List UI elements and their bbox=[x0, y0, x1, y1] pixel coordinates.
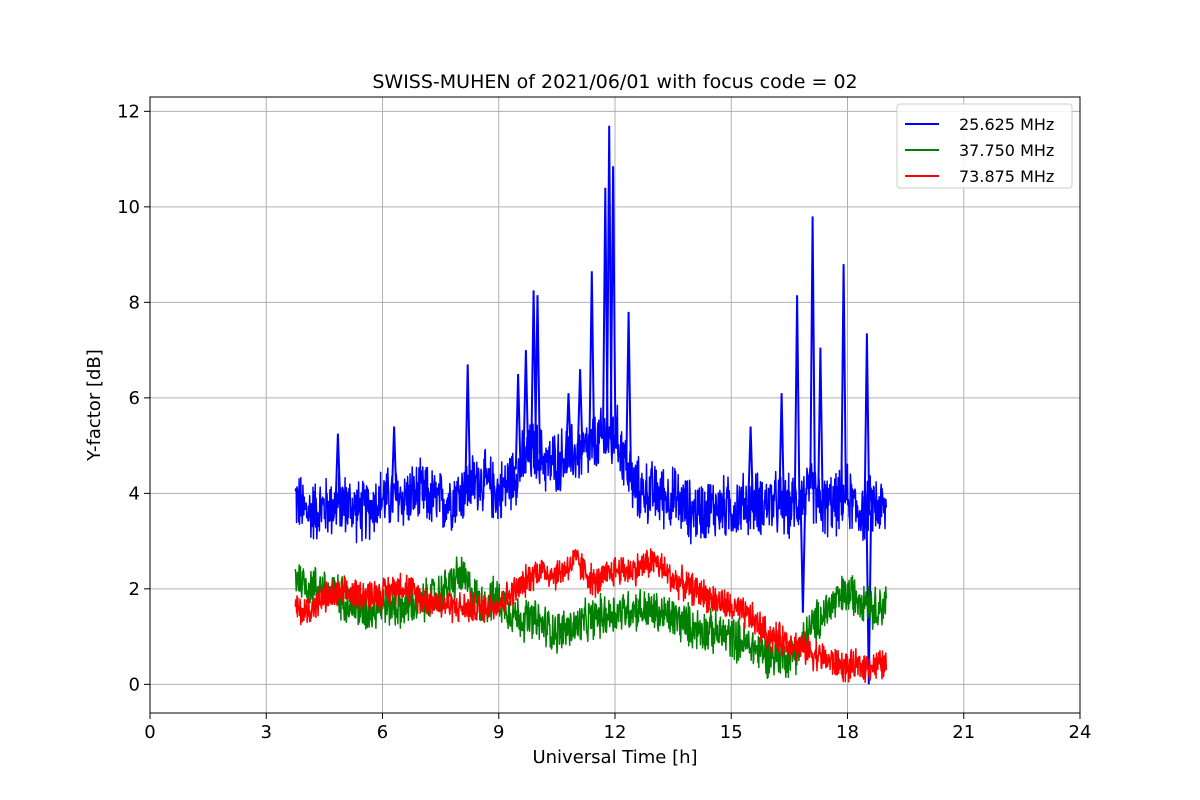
series-spike bbox=[522, 350, 530, 460]
legend-label: 73.875 MHz bbox=[959, 167, 1054, 186]
series-spike bbox=[588, 271, 596, 448]
y-tick-label: 8 bbox=[129, 292, 140, 313]
series-spike bbox=[809, 216, 816, 489]
x-tick-label: 3 bbox=[261, 722, 272, 743]
series-spike bbox=[747, 426, 754, 503]
y-tick-label: 0 bbox=[129, 674, 140, 695]
series-spike bbox=[817, 347, 824, 508]
series-spike bbox=[863, 333, 871, 513]
series-spike bbox=[865, 510, 873, 685]
x-tick-label: 18 bbox=[836, 722, 859, 743]
chart-title: SWISS-MUHEN of 2021/06/01 with focus cod… bbox=[372, 71, 857, 93]
series-spike bbox=[799, 496, 807, 613]
legend-label: 37.750 MHz bbox=[959, 141, 1054, 160]
series-spike bbox=[576, 369, 584, 453]
x-tick-label: 6 bbox=[377, 722, 388, 743]
legend-label: 25.625 MHz bbox=[959, 115, 1054, 134]
x-tick-label: 9 bbox=[493, 722, 504, 743]
x-tick-label: 12 bbox=[604, 722, 627, 743]
series-spike bbox=[840, 264, 847, 497]
y-tick-label: 6 bbox=[129, 388, 140, 409]
y-axis-label: Y-factor [dB] bbox=[84, 349, 105, 462]
x-tick-label: 0 bbox=[144, 722, 155, 743]
y-tick-label: 2 bbox=[129, 579, 140, 600]
series-spike bbox=[565, 393, 572, 456]
series-line bbox=[294, 404, 888, 545]
x-tick-label: 15 bbox=[720, 722, 743, 743]
series-spike bbox=[534, 295, 541, 454]
x-tick-label: 24 bbox=[1069, 722, 1092, 743]
series-spike bbox=[793, 295, 801, 502]
series-spike bbox=[778, 393, 785, 506]
series-line bbox=[294, 556, 888, 680]
series-spike bbox=[390, 426, 398, 499]
series-layer bbox=[294, 125, 888, 685]
series-spike bbox=[514, 373, 522, 470]
series-spike bbox=[464, 364, 472, 488]
series-line bbox=[294, 548, 888, 684]
x-tick-label: 21 bbox=[952, 722, 975, 743]
legend-box bbox=[896, 103, 1073, 189]
x-axis-label: Universal Time [h] bbox=[532, 747, 697, 768]
y-tick-label: 10 bbox=[117, 197, 140, 218]
series-spike bbox=[609, 166, 617, 439]
y-tick-label: 4 bbox=[129, 483, 140, 504]
legend: 25.625 MHz 37.750 MHz 73.875 MHz bbox=[896, 103, 1073, 189]
y-tick-label: 12 bbox=[117, 101, 140, 122]
series-spike bbox=[334, 433, 342, 505]
series-spike bbox=[625, 311, 632, 471]
